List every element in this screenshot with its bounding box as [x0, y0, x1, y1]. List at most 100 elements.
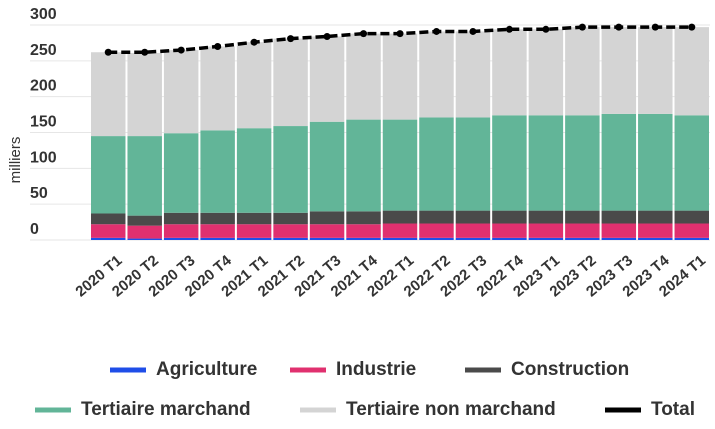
bar-segment [674, 115, 709, 211]
bar-segment [236, 212, 272, 225]
bar-segment [309, 36, 345, 122]
bar-segment [565, 27, 600, 116]
bar-segment [200, 212, 235, 225]
y-tick-label: 150 [30, 114, 57, 131]
bar-segment [638, 27, 673, 114]
bar-segment [127, 215, 162, 226]
y-tick-label: 100 [30, 149, 57, 166]
bar-segment [638, 210, 673, 224]
bar-segment [309, 224, 345, 238]
legend-label: Tertiaire non marchand [346, 399, 556, 420]
bar-segment [91, 136, 126, 214]
bar-segment [236, 224, 272, 238]
bar-segment [565, 115, 600, 211]
bar-segment [419, 223, 454, 238]
total-marker [287, 35, 295, 43]
total-marker [214, 43, 222, 50]
bar-segment [492, 223, 527, 238]
bar-segment [528, 210, 564, 224]
bar-segment [163, 224, 199, 238]
bar-segment [528, 115, 564, 211]
bar-segment [638, 223, 673, 238]
bar-segment [163, 50, 199, 134]
total-marker [323, 32, 331, 40]
total-marker [141, 48, 149, 56]
bar-segment [236, 128, 272, 213]
bar-segment [601, 113, 637, 211]
bar-segment [346, 224, 381, 238]
bars [91, 27, 709, 240]
bar-segment [601, 210, 637, 224]
bar-segment [382, 33, 418, 120]
bar-segment [419, 237, 454, 240]
bar-segment [127, 52, 162, 137]
total-marker [651, 23, 659, 31]
bar-segment [419, 210, 454, 224]
bar-segment [492, 115, 527, 211]
bar-segment [127, 225, 162, 239]
bar-segment [163, 212, 199, 225]
bar-segment [601, 237, 637, 240]
bar-segment [127, 238, 162, 240]
legend-label: Total [651, 399, 695, 420]
bar-segment [674, 237, 709, 240]
bar-segment [91, 213, 126, 225]
bar-segment [419, 117, 454, 211]
bar-segment [674, 27, 709, 116]
bar-segment [200, 46, 235, 131]
bar-segment [455, 117, 491, 211]
bar-segment [674, 210, 709, 224]
bar-segment [382, 210, 418, 224]
bar-segment [163, 133, 199, 213]
bar-segment [528, 29, 564, 116]
bar-segment [273, 237, 308, 240]
y-tick-label: 0 [30, 221, 39, 238]
total-marker [615, 23, 623, 31]
bar-segment [127, 136, 162, 216]
y-axis-title: milliers [7, 137, 24, 184]
bar-segment [236, 237, 272, 240]
total-marker [432, 27, 440, 35]
bar-segment [492, 210, 527, 224]
bar-segment [601, 223, 637, 238]
bar-segment [601, 27, 637, 114]
bar-segment [455, 31, 491, 118]
bar-segment [236, 42, 272, 129]
bar-segment [309, 211, 345, 225]
y-tick-label: 200 [30, 78, 57, 95]
total-marker [469, 27, 477, 35]
total-marker [104, 48, 112, 56]
bar-segment [492, 237, 527, 240]
bar-segment [200, 130, 235, 213]
y-tick-label: 300 [30, 6, 57, 23]
total-marker [542, 25, 550, 33]
bar-segment [273, 212, 308, 225]
legend-label: Tertiaire marchand [81, 399, 251, 420]
bar-segment [382, 223, 418, 238]
total-marker [360, 30, 368, 38]
bar-segment [346, 211, 381, 225]
bar-segment [455, 237, 491, 240]
total-marker [578, 23, 586, 31]
bar-segment [565, 210, 600, 224]
y-tick-label: 250 [30, 42, 57, 59]
bar-segment [273, 126, 308, 213]
bar-segment [273, 224, 308, 238]
total-marker [250, 38, 258, 46]
bar-segment [200, 224, 235, 238]
bar-segment [346, 119, 381, 212]
bar-segment [528, 237, 564, 240]
bar-segment [455, 223, 491, 238]
bar-segment [309, 237, 345, 240]
bar-segment [163, 237, 199, 240]
bar-segment [528, 223, 564, 238]
bar-segment [674, 223, 709, 238]
bar-segment [492, 29, 527, 116]
total-marker [396, 30, 404, 38]
bar-segment [455, 210, 491, 224]
total-marker [688, 23, 696, 31]
bar-segment [419, 31, 454, 118]
bar-segment [91, 224, 126, 238]
bar-segment [346, 237, 381, 240]
